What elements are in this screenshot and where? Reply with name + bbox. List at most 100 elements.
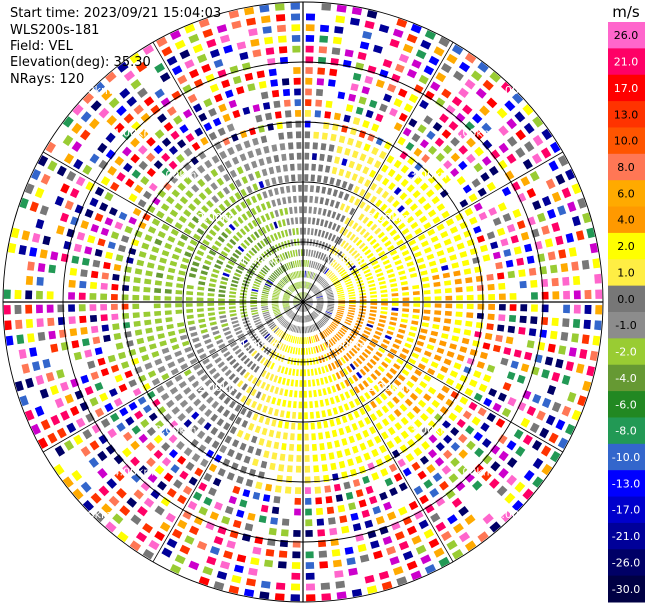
range-gate	[411, 352, 420, 359]
range-gate	[298, 412, 302, 420]
range-gate	[418, 263, 427, 270]
range-gate	[305, 337, 307, 344]
range-gate	[322, 388, 327, 396]
range-gate	[406, 184, 415, 193]
range-gate	[262, 570, 272, 578]
range-gate	[318, 432, 324, 440]
range-gate	[308, 206, 312, 214]
range-gate	[163, 413, 172, 422]
range-gate	[279, 208, 284, 216]
range-gate	[304, 110, 311, 117]
range-gate	[327, 221, 333, 229]
range-gate	[218, 289, 226, 293]
range-gate	[272, 294, 280, 297]
range-gate	[551, 372, 561, 382]
range-gate	[321, 230, 326, 238]
range-gate	[434, 303, 442, 308]
range-gate	[225, 211, 233, 220]
range-gate	[338, 298, 345, 300]
range-gate	[35, 218, 45, 230]
range-gate	[274, 111, 282, 119]
range-gate	[182, 84, 193, 94]
range-gate	[296, 455, 302, 462]
range-gate	[229, 291, 237, 295]
range-gate	[584, 305, 592, 315]
range-gate	[196, 297, 204, 301]
range-gate	[48, 264, 56, 274]
range-gate	[90, 270, 99, 279]
range-gate	[313, 324, 317, 331]
range-gate	[592, 258, 601, 269]
range-gate	[257, 325, 265, 331]
range-gate	[286, 378, 290, 386]
range-gate	[402, 292, 410, 296]
range-gate	[89, 118, 100, 130]
range-gate	[194, 255, 202, 262]
range-gate	[341, 180, 348, 189]
range-gate	[586, 227, 595, 239]
range-gate	[305, 270, 308, 278]
range-gate	[335, 224, 341, 232]
range-gate	[273, 289, 281, 293]
range-gate	[321, 366, 326, 374]
range-gate	[335, 333, 342, 339]
range-gate	[322, 267, 328, 274]
range-gate	[223, 396, 231, 405]
range-gate	[15, 319, 23, 330]
range-gate	[47, 317, 55, 327]
range-gate	[331, 321, 338, 327]
range-gate	[297, 163, 302, 171]
range-gate	[384, 240, 392, 247]
range-gate	[159, 72, 171, 83]
range-gate	[251, 309, 258, 313]
range-gate	[565, 361, 575, 372]
range-gate	[135, 531, 148, 543]
range-gate	[375, 173, 383, 182]
range-gate	[220, 280, 228, 285]
range-gate	[528, 267, 537, 276]
range-gate	[287, 287, 293, 293]
range-gate	[398, 53, 410, 64]
range-gate	[338, 304, 345, 306]
range-gate	[229, 169, 237, 178]
range-gate	[155, 175, 164, 184]
range-gate	[39, 205, 49, 216]
range-gate	[184, 23, 196, 34]
range-gate	[373, 334, 381, 340]
range-gate	[255, 205, 262, 213]
range-gate	[31, 232, 41, 243]
range-gate	[372, 89, 382, 99]
range-gate	[42, 235, 51, 246]
range-gate	[300, 281, 302, 289]
range-gate	[505, 336, 514, 345]
range-gate	[448, 473, 459, 483]
range-gate	[439, 480, 449, 491]
range-gate	[274, 386, 280, 395]
range-gate	[273, 496, 281, 504]
range-gate	[161, 46, 173, 57]
range-gate	[119, 88, 131, 99]
range-gate	[466, 285, 474, 292]
range-gate	[292, 325, 296, 332]
range-gate	[300, 292, 303, 299]
range-gate	[451, 335, 460, 342]
range-gate	[222, 186, 231, 195]
range-gate	[136, 259, 145, 267]
range-gate	[340, 271, 347, 277]
range-gate	[290, 285, 295, 292]
range-gate	[402, 308, 410, 312]
range-gate	[450, 152, 461, 162]
range-gate	[370, 55, 380, 64]
range-gate	[481, 438, 492, 448]
range-gate	[197, 178, 206, 188]
range-gate	[375, 351, 383, 358]
range-gate	[498, 468, 509, 479]
range-gate	[369, 287, 377, 291]
range-gate	[63, 440, 75, 451]
range-gate	[269, 373, 275, 381]
range-gate	[276, 314, 283, 319]
range-gate	[380, 311, 388, 315]
range-gate	[271, 144, 278, 152]
range-gate	[306, 281, 309, 289]
range-gate	[285, 290, 292, 295]
